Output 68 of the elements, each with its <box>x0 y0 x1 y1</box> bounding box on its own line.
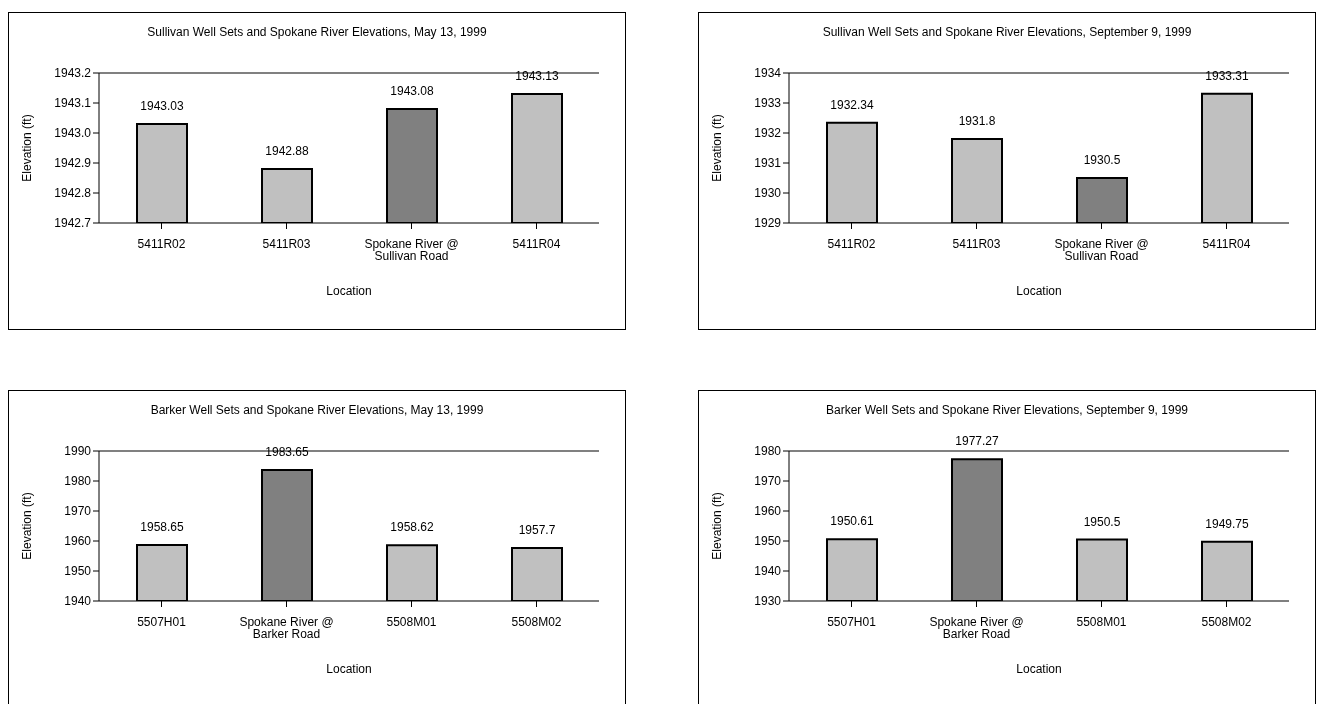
x-tick-label: 5508M01 <box>1076 614 1127 629</box>
x-tick-label: 5508M02 <box>511 614 562 629</box>
x-tick-label: Spokane River @ Sullivan Road <box>1054 236 1149 263</box>
y-tick-label: 1942.8 <box>54 186 92 201</box>
data-label: 1942.88 <box>265 144 310 158</box>
y-tick-label: 1931 <box>754 156 782 171</box>
data-label: 1943.08 <box>390 84 435 98</box>
y-tick-label: 1930 <box>754 186 782 201</box>
x-tick-label: Spokane River @ Sullivan Road <box>364 236 459 263</box>
data-label: 1933.31 <box>1205 68 1250 83</box>
y-tick-label: 1943.1 <box>54 96 92 111</box>
x-tick-label: 5411R02 <box>137 236 186 251</box>
data-label: 1949.75 <box>1205 516 1250 531</box>
data-label: 1930.5 <box>1083 153 1121 167</box>
chart-title: Barker Well Sets and Spokane River Elevations, May 13, 1999 <box>149 403 485 417</box>
data-label: 1931.8 <box>958 114 996 128</box>
x-tick-label: 5507H01 <box>137 614 187 629</box>
y-tick-label: 1932 <box>754 126 782 141</box>
y-tick-label: 1942.9 <box>54 156 92 171</box>
x-axis-title: Location <box>326 662 372 676</box>
y-tick-label: 1942.7 <box>54 216 92 231</box>
x-tick-label: Spokane River @ Barker Road <box>929 614 1024 641</box>
x-tick-label: 5411R03 <box>952 236 1001 251</box>
y-tick-label: 1950 <box>754 534 782 549</box>
y-axis-title: Elevation (ft) <box>710 492 725 560</box>
x-axis-title: Location <box>1016 284 1062 298</box>
y-tick-label: 1960 <box>64 534 92 549</box>
x-tick-label: 5508M02 <box>1201 614 1252 629</box>
y-tick-label: 1943.0 <box>54 126 92 141</box>
chart-title: Sullivan Well Sets and Spokane River Elevations, May 13, 1999 <box>146 25 488 39</box>
x-axis-title: Location <box>1016 662 1062 676</box>
y-tick-label: 1933 <box>754 96 782 111</box>
y-tick-label: 1940 <box>64 594 92 609</box>
y-axis-title: Elevation (ft) <box>20 114 35 182</box>
chart-title: Barker Well Sets and Spokane River Elevations, September 9, 1999 <box>825 403 1189 417</box>
data-label: 1983.65 <box>265 445 310 460</box>
y-tick-label: 1943.2 <box>54 66 92 81</box>
x-tick-label: 5508M01 <box>386 614 437 629</box>
chart-title: Sullivan Well Sets and Spokane River Elevations, September 9, 1999 <box>821 25 1193 39</box>
data-label: 1932.34 <box>830 97 875 112</box>
x-tick-label: 5411R03 <box>262 236 311 251</box>
y-tick-label: 1960 <box>754 504 782 519</box>
y-tick-label: 1970 <box>64 504 92 519</box>
data-label: 1957.7 <box>518 522 556 537</box>
data-label: 1943.03 <box>140 99 185 113</box>
y-axis-title: Elevation (ft) <box>20 492 35 560</box>
y-tick-label: 1990 <box>64 444 92 459</box>
data-label: 1950.5 <box>1083 514 1121 529</box>
data-label: 1943.13 <box>515 69 560 83</box>
y-tick-label: 1929 <box>754 216 782 231</box>
y-tick-label: 1980 <box>754 444 782 459</box>
y-tick-label: 1970 <box>754 474 782 489</box>
data-label: 1958.65 <box>140 520 185 535</box>
x-tick-label: 5411R04 <box>1202 236 1251 251</box>
data-label: 1950.61 <box>830 514 875 529</box>
data-label: 1977.27 <box>955 434 1000 449</box>
y-tick-label: 1980 <box>64 474 92 489</box>
x-tick-label: 5411R02 <box>827 236 876 251</box>
y-axis-title: Elevation (ft) <box>710 114 725 182</box>
y-tick-label: 1950 <box>64 564 92 579</box>
data-label: 1958.62 <box>390 520 435 535</box>
x-tick-label: 5411R04 <box>512 236 561 251</box>
y-tick-label: 1930 <box>754 594 782 609</box>
y-tick-label: 1940 <box>754 564 782 579</box>
x-axis-title: Location <box>326 284 372 298</box>
y-tick-label: 1934 <box>754 66 782 81</box>
x-tick-label: 5507H01 <box>827 614 877 629</box>
x-tick-label: Spokane River @ Barker Road <box>239 614 334 641</box>
